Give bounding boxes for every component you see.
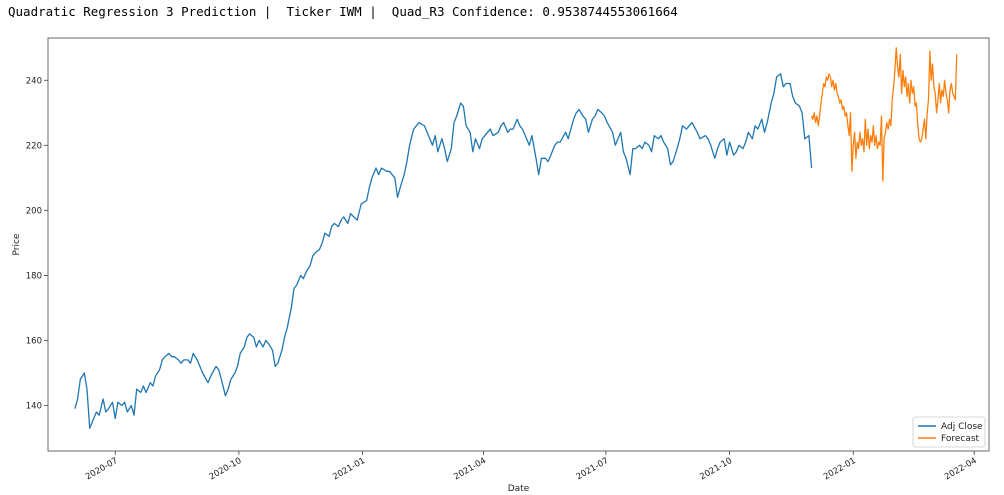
legend-label: Forecast	[941, 434, 980, 444]
x-tick-label: 2022-01	[822, 456, 858, 482]
x-tick-label: 2021-07	[575, 456, 611, 482]
y-tick-label: 140	[26, 401, 42, 411]
x-tick-label: 2020-07	[84, 456, 120, 482]
x-axis: 2020-07 2020-10 2021-01 2021-04 2021-07 2021-…	[84, 451, 979, 482]
legend-box	[912, 416, 986, 448]
series-layer	[74, 47, 958, 429]
y-axis: 140 160 180 200 220 240	[26, 76, 48, 411]
legend-label: Adj Close	[941, 422, 983, 432]
x-tick-label: 2020-10	[208, 456, 244, 482]
y-tick-label: 200	[26, 206, 42, 216]
x-tick-label: 2022-04	[943, 456, 979, 482]
y-tick-label: 180	[26, 271, 42, 281]
series-line-2	[810, 47, 958, 182]
series-line-1	[74, 73, 813, 429]
y-tick-label: 240	[26, 76, 42, 86]
legend: Adj Close Forecast	[912, 416, 986, 448]
page-title: Quadratic Regression 3 Prediction | Tick…	[8, 4, 678, 19]
y-tick-label: 160	[26, 336, 42, 346]
x-tick-label: 2021-01	[331, 456, 367, 482]
x-tick-label: 2021-04	[452, 456, 488, 482]
y-tick-label: 220	[26, 141, 42, 151]
x-axis-label: Date	[508, 484, 530, 494]
plot-area-frame	[47, 37, 990, 452]
x-tick-label: 2021-10	[698, 456, 734, 482]
y-axis-label: Price	[12, 233, 22, 255]
